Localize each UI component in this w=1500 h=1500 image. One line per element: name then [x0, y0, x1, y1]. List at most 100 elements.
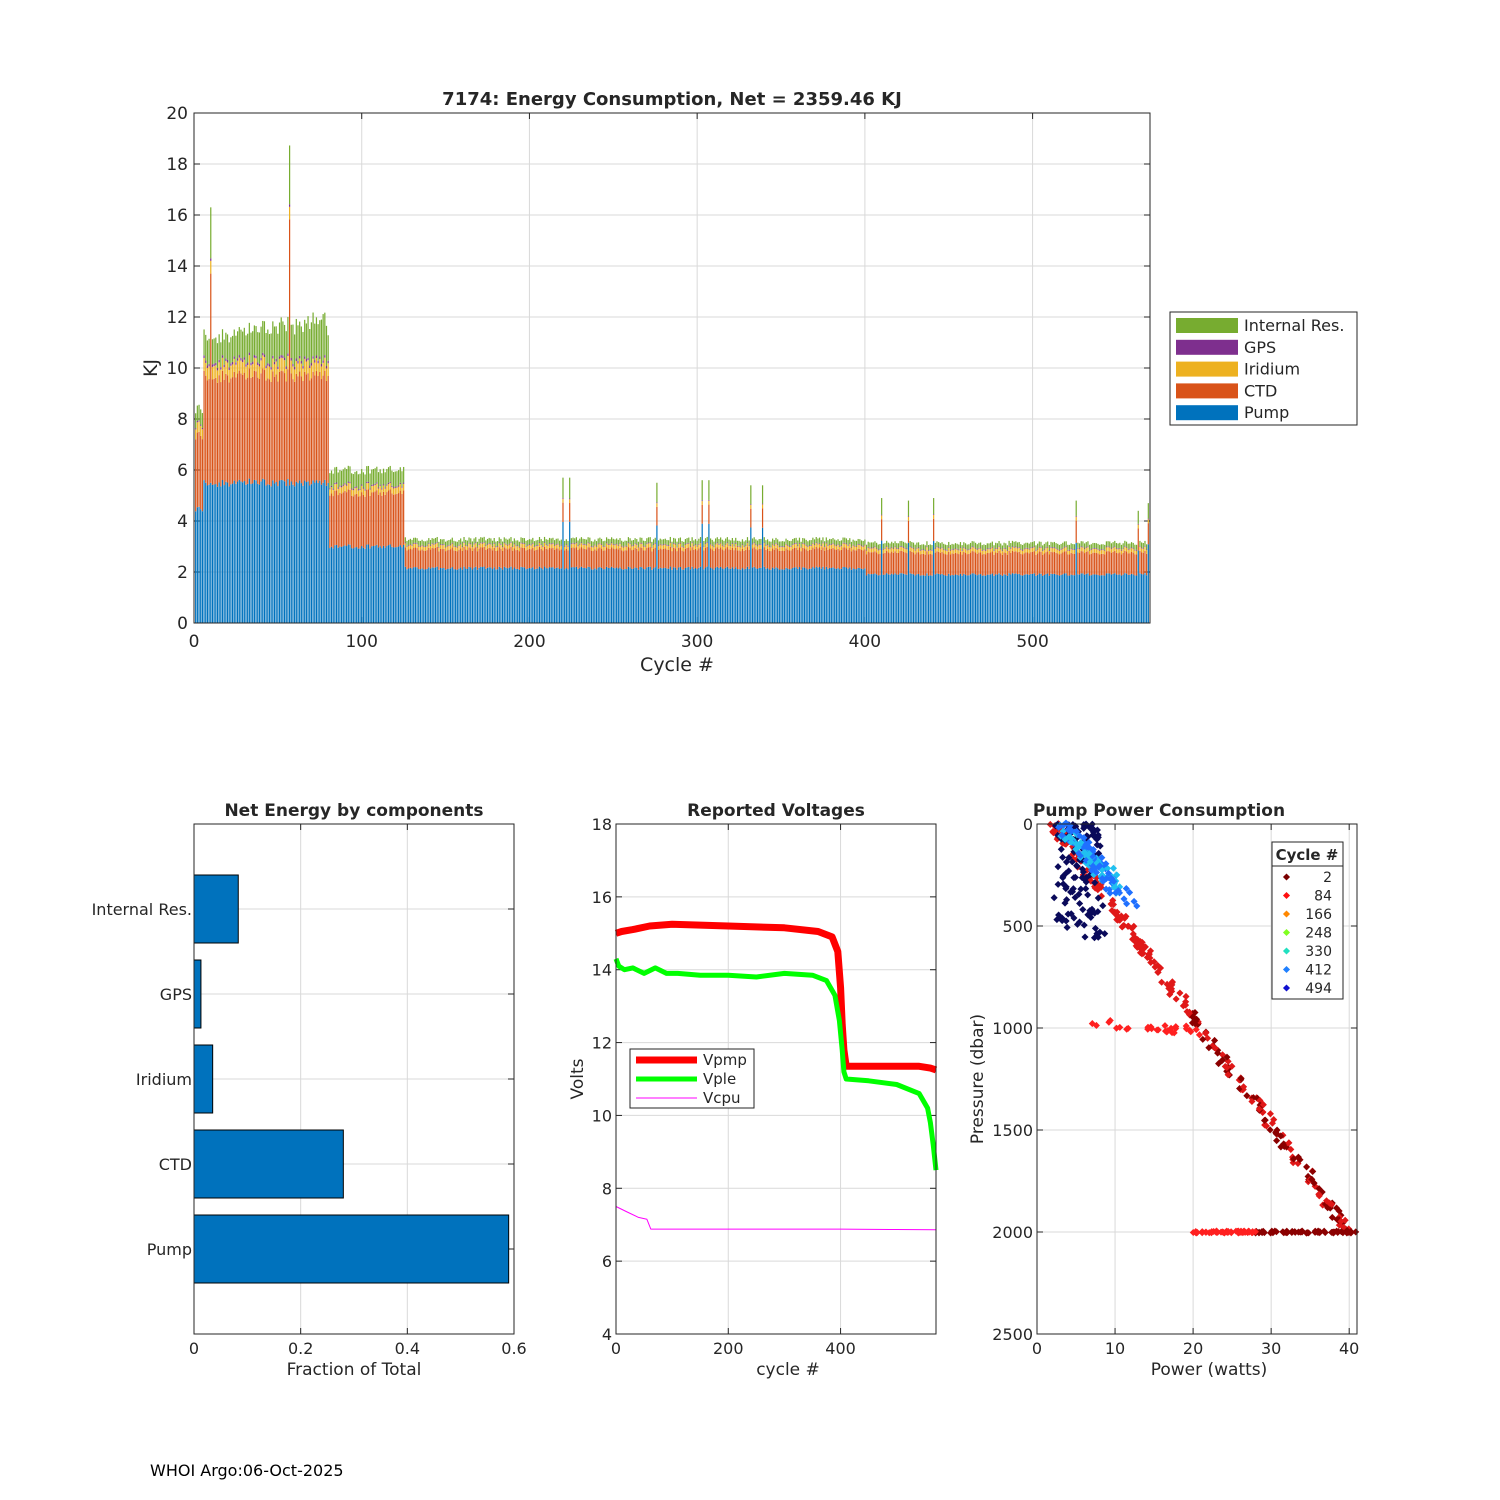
energy-bar-gpssegment	[443, 544, 445, 545]
energy-bar-gpssegment	[542, 545, 544, 547]
legend-label: Pump	[1244, 403, 1289, 422]
energy-bar-pumpsegment	[1063, 573, 1066, 623]
energy-bar-ctdsegment	[681, 550, 683, 570]
energy-bar-pumpsegment	[904, 574, 906, 623]
energy-bar-pumpsegment	[325, 485, 328, 623]
energy-bar-ctdsegment	[351, 495, 353, 549]
energy-bar-pumpsegment	[1105, 573, 1107, 623]
energy-bar-internal-res-segment	[1105, 541, 1107, 547]
energy-bar-iridiumsegment	[782, 546, 784, 551]
energy-bar-pumpsegment	[253, 479, 255, 623]
energy-bar-iridiumsegment	[718, 544, 720, 549]
energy-bar-pumpsegment	[701, 523, 703, 623]
energy-bar-ctdsegment	[374, 491, 376, 546]
energy-bar-internal-res-segment	[1073, 544, 1076, 550]
energy-bar-iridiumsegment	[656, 503, 658, 507]
energy-bar-ctdsegment	[1130, 551, 1133, 574]
scatter-point	[1109, 864, 1118, 872]
energy-bar-internal-res-segment	[822, 537, 824, 543]
energy-bar-gpssegment	[808, 545, 811, 546]
x-tick-label: 200	[513, 632, 545, 652]
energy-bar-pumpsegment	[205, 482, 207, 623]
scatter-point	[1079, 906, 1087, 914]
energy-bar-pumpsegment	[406, 569, 408, 623]
energy-bar-internal-res-segment	[1052, 542, 1054, 548]
energy-bar-pumpsegment	[948, 573, 950, 623]
energy-bar-gpssegment	[605, 542, 608, 544]
energy-bar-ctdsegment	[874, 551, 876, 574]
energy-bar-internal-res-segment	[523, 538, 526, 544]
energy-bar-pumpsegment	[1060, 575, 1062, 623]
energy-bar-pumpsegment	[518, 569, 520, 623]
energy-bar-gpssegment	[278, 356, 281, 359]
energy-bar-pumpsegment	[230, 484, 232, 623]
energy-bar-ctdsegment	[317, 376, 319, 483]
energy-bar-iridiumsegment	[352, 490, 354, 497]
scatter-point	[1077, 838, 1085, 847]
energy-bar-pumpsegment	[372, 546, 375, 623]
energy-bar-pumpsegment	[1100, 575, 1102, 623]
energy-bar-gpssegment	[553, 545, 556, 546]
energy-bar-ctdsegment	[807, 550, 809, 570]
scatter-point	[1153, 1026, 1161, 1034]
energy-bar-ctdsegment	[443, 548, 445, 568]
energy-bar-ctdsegment	[231, 377, 234, 484]
energy-bar-ctdsegment	[485, 550, 487, 569]
energy-bar-ctdsegment	[196, 432, 198, 508]
energy-bar-iridiumsegment	[961, 550, 963, 555]
energy-bar-gpssegment	[758, 544, 760, 545]
energy-bar-internal-res-segment	[533, 541, 536, 547]
energy-bar-pumpsegment	[1114, 573, 1116, 623]
energy-bar-pumpsegment	[803, 567, 806, 623]
energy-bar-gpssegment	[213, 363, 215, 367]
energy-bar-iridiumsegment	[983, 550, 985, 554]
energy-bar-gpssegment	[802, 543, 804, 544]
energy-bar-gpssegment	[1028, 548, 1030, 550]
energy-bar-pumpsegment	[312, 480, 314, 623]
energy-bar-internal-res-segment	[842, 537, 844, 543]
scatter-point	[1260, 1116, 1269, 1124]
scatter-point	[1068, 858, 1076, 866]
energy-bar-ctdsegment	[332, 496, 334, 549]
energy-bar-internal-res-segment	[1144, 540, 1146, 547]
energy-bar-internal-res-segment	[319, 320, 321, 357]
energy-bar-gpssegment	[619, 543, 621, 545]
energy-bar-pumpsegment	[1127, 574, 1129, 623]
x-tick-label: 40	[1339, 1339, 1359, 1358]
energy-bar-ctdsegment	[582, 548, 584, 568]
energy-bar-pumpsegment	[538, 566, 541, 623]
energy-bar-iridiumsegment	[881, 515, 883, 520]
energy-bar-gpssegment	[332, 488, 334, 490]
energy-bar-pumpsegment	[870, 574, 873, 623]
energy-bar-ctdsegment	[319, 371, 321, 481]
energy-bar-internal-res-segment	[361, 469, 363, 485]
energy-bar-pumpsegment	[837, 568, 839, 623]
energy-bar-iridiumsegment	[273, 364, 276, 378]
energy-bar-ctdsegment	[404, 547, 406, 567]
energy-bar-gpssegment	[1087, 546, 1089, 548]
energy-bar-pumpsegment	[396, 547, 398, 623]
energy-bar-internal-res-segment	[805, 539, 807, 545]
energy-bar-ctdsegment	[1000, 553, 1002, 575]
energy-bar-gpssegment	[413, 543, 415, 544]
energy-bar-internal-res-segment	[807, 541, 809, 547]
energy-bar-internal-res-segment	[247, 333, 249, 363]
energy-bar-internal-res-segment	[444, 541, 447, 547]
energy-bar-gpssegment	[411, 544, 413, 546]
energy-bar-pumpsegment	[1112, 573, 1114, 623]
energy-bar-ctdsegment	[398, 493, 400, 547]
energy-bar-internal-res-segment	[195, 413, 197, 429]
energy-bar-gpssegment	[964, 548, 967, 550]
energy-bar-internal-res-segment	[513, 538, 515, 544]
energy-bar-ctdsegment	[537, 549, 539, 569]
energy-bar-gpssegment	[611, 542, 613, 544]
energy-bar-gpssegment	[822, 542, 824, 544]
energy-bar-ctdsegment	[295, 373, 297, 482]
energy-bar-gpssegment	[481, 542, 484, 544]
energy-bar-gpssegment	[1013, 546, 1015, 548]
energy-bar-pumpsegment	[1008, 573, 1010, 623]
energy-bar-gpssegment	[765, 545, 767, 546]
energy-bar-internal-res-segment	[1006, 545, 1009, 551]
